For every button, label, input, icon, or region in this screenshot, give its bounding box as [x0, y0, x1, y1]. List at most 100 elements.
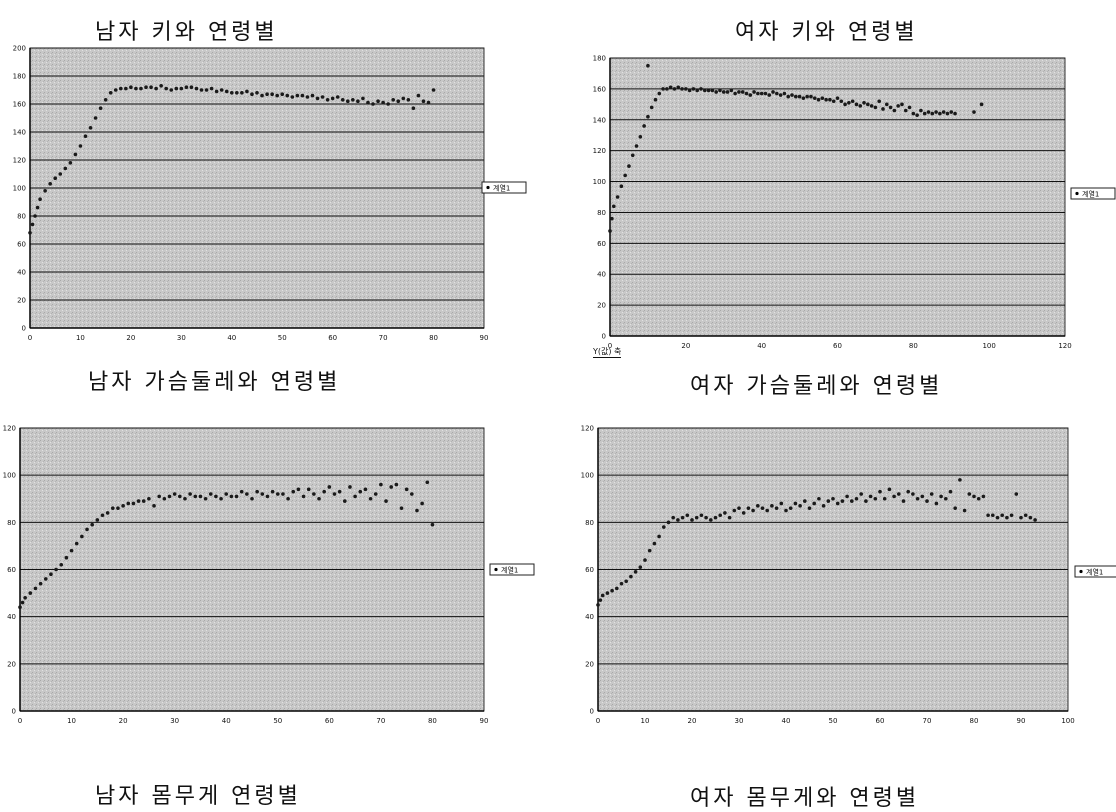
y-axis-note: Y(값) 축 [593, 347, 622, 358]
y-tick-label: 20 [17, 297, 26, 305]
data-point [286, 496, 290, 501]
data-point [384, 499, 388, 503]
data-point [619, 184, 624, 188]
data-point [306, 487, 311, 492]
data-point [49, 572, 53, 577]
data-point [425, 480, 430, 485]
data-point [812, 501, 816, 506]
x-tick-label: 60 [325, 717, 334, 725]
y-tick-label: 80 [7, 519, 16, 527]
data-point [178, 494, 182, 499]
data-point [702, 88, 707, 93]
data-point [817, 496, 821, 501]
data-point [335, 95, 340, 99]
y-tick-label: 80 [17, 213, 26, 221]
chart-female-height: 0 20 40 60 80 100 120 140 160 180 0 20 40 60 80 100 120 계… [593, 55, 1116, 350]
legend-marker [1079, 569, 1083, 574]
data-point [1023, 513, 1028, 518]
data-point [401, 96, 406, 101]
data-point [368, 496, 373, 501]
data-point [198, 494, 203, 499]
data-point [725, 90, 730, 94]
data-point [718, 513, 722, 518]
data-point [291, 489, 296, 494]
plot-area [609, 57, 1066, 337]
x-tick-label: 120 [1058, 342, 1071, 350]
data-point [105, 511, 110, 515]
data-point [958, 478, 962, 482]
data-point [154, 86, 158, 91]
data-point [903, 108, 908, 113]
chart-title-male-height: 남자 키와 연령별 [95, 20, 278, 45]
data-point [78, 144, 83, 148]
data-point [643, 558, 647, 562]
data-point [239, 489, 244, 494]
data-point [64, 555, 69, 560]
data-point [598, 598, 603, 602]
data-point [33, 214, 37, 218]
data-point [235, 91, 239, 95]
data-point [1005, 515, 1009, 520]
data-point [305, 95, 310, 99]
y-tick-label: 60 [597, 240, 606, 248]
data-point [897, 492, 901, 496]
data-point [100, 513, 105, 518]
data-point [797, 94, 802, 99]
data-point [986, 513, 990, 518]
data-point [948, 489, 953, 494]
data-point [680, 87, 684, 91]
data-point [596, 603, 600, 607]
data-point [208, 492, 213, 496]
data-point [275, 492, 280, 496]
data-point [624, 579, 628, 584]
data-point [229, 91, 234, 95]
data-point [854, 496, 859, 501]
x-tick-label: 40 [757, 342, 766, 350]
data-point [869, 104, 874, 108]
data-point [934, 501, 939, 506]
data-point [224, 492, 229, 496]
data-point [214, 494, 218, 499]
data-point [805, 94, 809, 99]
data-point [337, 489, 342, 494]
data-point [925, 499, 929, 503]
data-point [1033, 518, 1037, 522]
chart-male-chest: 0 20 40 60 80 100 120 0 10 20 30 40 50 60 70 80 90 계열1 [3, 425, 535, 725]
chart-title-female-height: 여자 키와 연령별 [735, 20, 918, 45]
x-tick-label: 10 [641, 717, 650, 725]
data-point [657, 91, 662, 96]
data-point [907, 105, 912, 110]
data-point [759, 91, 764, 96]
data-point [824, 97, 828, 102]
data-point [627, 164, 631, 168]
data-point [58, 172, 63, 176]
data-point [399, 506, 404, 510]
data-point [411, 106, 416, 110]
data-point [835, 501, 840, 506]
data-point [723, 511, 727, 515]
legend-label: 계열1 [493, 184, 510, 193]
data-point [784, 508, 788, 513]
data-point [647, 548, 652, 553]
y-tick-label: 100 [581, 472, 594, 480]
data-point [340, 98, 345, 102]
data-point [325, 98, 330, 102]
data-point [803, 499, 807, 503]
data-point [600, 593, 605, 598]
data-point [229, 494, 234, 499]
data-point [744, 91, 749, 96]
data-point [816, 97, 821, 102]
data-point [786, 94, 791, 99]
data-point [610, 588, 614, 593]
data-point [295, 93, 300, 98]
x-tick-label: 60 [876, 717, 885, 725]
y-tick-label: 140 [593, 116, 606, 124]
data-point [623, 173, 627, 178]
data-point [270, 92, 274, 96]
chart-title-female-weight: 여자 몸무게와 연령별 [690, 786, 920, 811]
data-point [798, 504, 802, 508]
y-tick-label: 180 [593, 55, 606, 63]
data-point [691, 87, 696, 91]
data-point [391, 98, 396, 102]
data-point [301, 494, 306, 499]
